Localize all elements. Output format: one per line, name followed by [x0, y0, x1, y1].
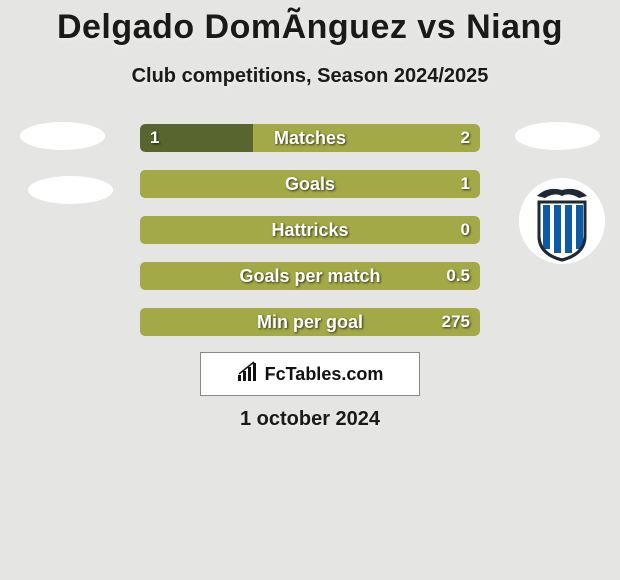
right-club-crest [519, 178, 605, 264]
bar-right-fill [140, 262, 480, 290]
bar-value-right: 0 [461, 216, 470, 244]
bar-right-fill [140, 170, 480, 198]
bar-right-fill [253, 124, 480, 152]
bar-value-right: 275 [442, 308, 470, 336]
right-team-badge-1 [515, 122, 600, 150]
stat-bars: Matches12Goals1Hattricks0Goals per match… [140, 124, 480, 354]
left-team-badge-1 [20, 122, 105, 150]
bar-right-fill [140, 308, 480, 336]
stat-bar-row: Hattricks0 [140, 216, 480, 244]
subtitle: Club competitions, Season 2024/2025 [0, 65, 620, 88]
date-line: 1 october 2024 [0, 408, 620, 431]
bar-value-right: 0.5 [446, 262, 470, 290]
chart-icon [237, 361, 259, 388]
footer-brand-text: FcTables.com [265, 364, 384, 385]
bar-value-right: 2 [461, 124, 470, 152]
stat-bar-row: Goals per match0.5 [140, 262, 480, 290]
page-title: Delgado DomÃ­nguez vs Niang [0, 0, 620, 47]
stat-bar-row: Min per goal275 [140, 308, 480, 336]
stat-bar-row: Goals1 [140, 170, 480, 198]
stat-bar-row: Matches12 [140, 124, 480, 152]
footer-brand-box: FcTables.com [200, 352, 420, 396]
bar-value-left: 1 [150, 124, 159, 152]
bar-right-fill [140, 216, 480, 244]
left-team-badge-2 [28, 176, 113, 204]
bar-value-right: 1 [461, 170, 470, 198]
